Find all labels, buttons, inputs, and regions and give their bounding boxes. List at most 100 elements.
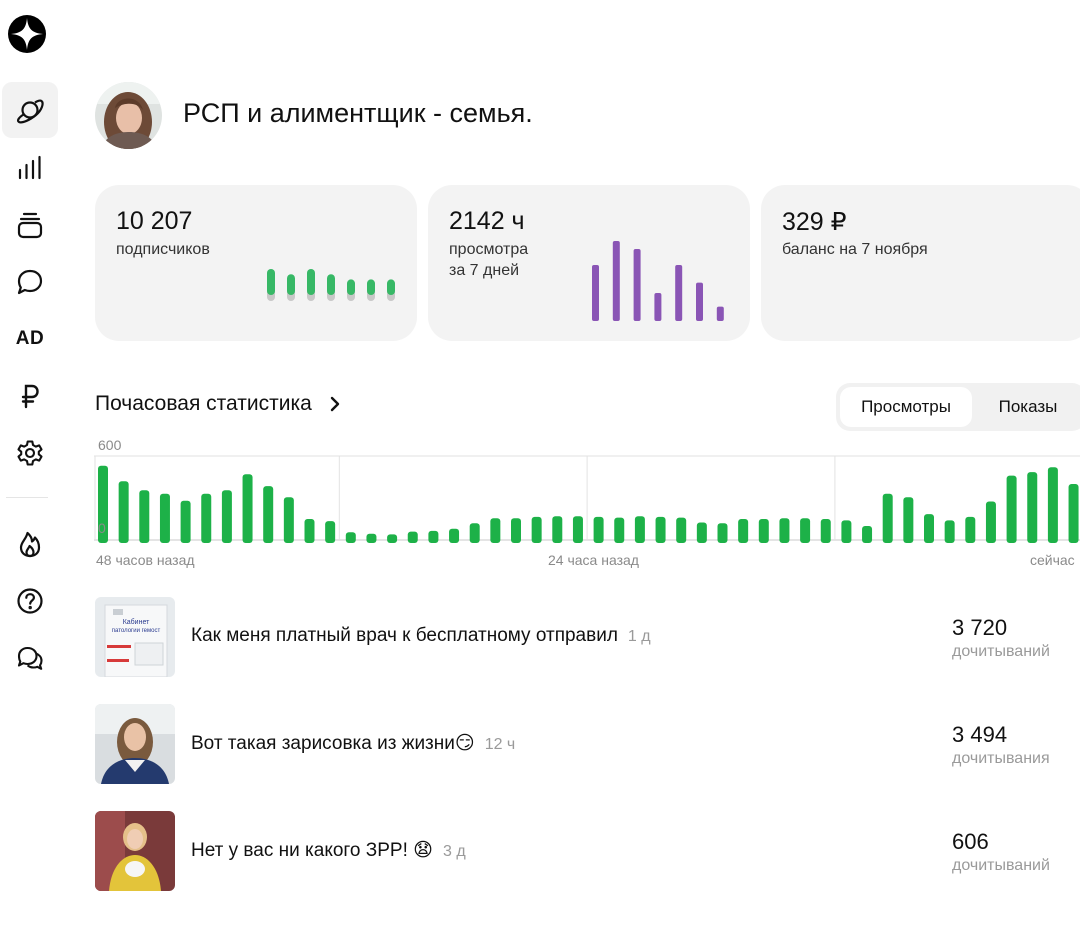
hourly-bar xyxy=(159,493,170,543)
sidebar: AD xyxy=(0,0,60,934)
post-age: 1 д xyxy=(627,628,651,645)
hourly-bar xyxy=(758,519,769,543)
nav-channel[interactable] xyxy=(2,82,58,138)
nav-publications[interactable] xyxy=(2,197,58,253)
nav-trends[interactable] xyxy=(2,516,58,572)
post-title: Вот такая зарисовка из жизни😏 12 ч xyxy=(191,732,515,755)
nav-settings[interactable] xyxy=(2,425,58,481)
x-axis-label-now: сейчас xyxy=(1030,552,1075,568)
post-item[interactable]: Нет у вас ни какого ЗРР! 😧 3 д 606 дочиты… xyxy=(95,811,1080,891)
views-label-line2: за 7 дней xyxy=(449,262,520,279)
subscribers-mini-chart xyxy=(267,269,395,301)
hourly-bar xyxy=(800,518,811,543)
post-thumbnail xyxy=(95,811,175,891)
hourly-bar xyxy=(366,533,377,543)
hourly-bar xyxy=(221,490,232,543)
stack-icon xyxy=(17,212,43,239)
hourly-bar xyxy=(531,516,542,543)
post-age: 3 д xyxy=(442,843,466,860)
hourly-bar xyxy=(1068,484,1079,543)
hourly-bar xyxy=(1047,467,1058,543)
nav-stats[interactable] xyxy=(2,140,58,196)
views-bar xyxy=(592,265,599,321)
post-reads-count: 3 720 xyxy=(952,615,1008,640)
subscribers-bar xyxy=(327,274,335,295)
hourly-bar xyxy=(201,493,212,543)
hourly-stats-link[interactable]: Почасовая статистика xyxy=(95,392,344,416)
x-axis-label-24h: 24 часа назад xyxy=(548,552,639,568)
post-reads-label: дочитываний xyxy=(952,857,1050,874)
nav-comments[interactable] xyxy=(2,254,58,310)
messages-icon xyxy=(17,646,43,670)
planet-icon xyxy=(16,99,44,124)
hourly-bar xyxy=(449,528,460,543)
hourly-bar xyxy=(614,517,625,543)
gear-icon xyxy=(17,440,43,466)
hourly-bar xyxy=(552,516,563,543)
hourly-bar xyxy=(944,520,955,543)
hourly-chart-plot xyxy=(94,455,1080,543)
hourly-bar xyxy=(738,519,749,543)
nav-ads[interactable]: AD xyxy=(2,311,58,367)
subscribers-bar xyxy=(267,269,275,295)
hourly-bar xyxy=(676,517,687,543)
balance-card[interactable]: 329 ₽ баланс на 7 ноября xyxy=(761,185,1080,341)
tab-impressions[interactable]: Показы xyxy=(998,397,1058,416)
subscribers-bar xyxy=(347,279,355,295)
post-thumbnail xyxy=(95,704,175,784)
hourly-bar xyxy=(263,486,274,543)
views-bar xyxy=(696,282,703,321)
hourly-bar xyxy=(98,465,108,543)
views-bar xyxy=(612,241,620,321)
post-title: Как меня платный врач к бесплатному отпр… xyxy=(191,625,651,647)
channel-avatar-image xyxy=(95,82,162,149)
chat-bubble-icon xyxy=(17,269,43,295)
views-label-line1: просмотра xyxy=(449,241,529,258)
hourly-bar xyxy=(180,500,191,543)
hourly-bar xyxy=(283,497,294,543)
views-bar xyxy=(716,306,724,321)
balance-value: 329 ₽ xyxy=(782,208,847,236)
post-reads-label: дочитываний xyxy=(952,643,1050,660)
channel-avatar[interactable] xyxy=(95,82,162,149)
views-card[interactable]: 2142 ч просмотра за 7 дней xyxy=(428,185,750,341)
post-thumbnail: Кабинет патологии гемост xyxy=(95,597,175,677)
hourly-bar xyxy=(511,518,521,543)
subscribers-label: подписчиков xyxy=(116,241,210,258)
channel-title: РСП и алиментщик - семья. xyxy=(183,98,533,128)
hourly-bar xyxy=(985,501,996,543)
views-bar xyxy=(654,293,662,321)
post-reads-count: 3 494 xyxy=(952,722,1008,747)
nav-support-chat[interactable] xyxy=(2,630,58,686)
hourly-bar xyxy=(779,518,790,543)
hourly-bar xyxy=(593,516,604,543)
post-item[interactable]: Кабинет патологии гемост Как меня платны… xyxy=(95,597,1080,677)
views-label: просмотра за 7 дней xyxy=(449,239,528,281)
balance-label: баланс на 7 ноября xyxy=(782,241,928,258)
hourly-bar xyxy=(345,532,356,543)
hourly-bar xyxy=(325,521,336,543)
post-reads-label: дочитывания xyxy=(952,750,1050,767)
hourly-chart: 600 0 48 часов назад 24 часа назад сейча… xyxy=(94,434,1080,574)
tab-views[interactable]: Просмотры xyxy=(840,387,972,427)
subscribers-card[interactable]: 10 207 подписчиков xyxy=(95,185,417,341)
hourly-bar xyxy=(882,493,893,543)
post-item[interactable]: Вот такая зарисовка из жизни😏 12 ч 3 494 … xyxy=(95,704,1080,784)
zen-logo-icon[interactable] xyxy=(8,15,46,53)
ruble-icon xyxy=(21,384,39,409)
hourly-bar xyxy=(1027,472,1038,543)
subscribers-bar xyxy=(287,274,295,295)
hourly-bar xyxy=(1006,475,1017,543)
nav-help[interactable] xyxy=(2,573,58,629)
sidebar-divider xyxy=(6,497,48,498)
post-thumbnail-image xyxy=(95,811,175,891)
hourly-bar xyxy=(965,516,976,543)
metric-switcher: Просмотры Показы xyxy=(836,383,1080,431)
hourly-bar xyxy=(862,526,873,543)
subscribers-value: 10 207 xyxy=(116,207,193,235)
hourly-bar xyxy=(924,514,934,543)
views-bar xyxy=(633,249,641,321)
nav-monetization[interactable] xyxy=(2,368,58,424)
x-axis-label-48h: 48 часов назад xyxy=(96,552,195,568)
hourly-bar xyxy=(407,531,418,543)
